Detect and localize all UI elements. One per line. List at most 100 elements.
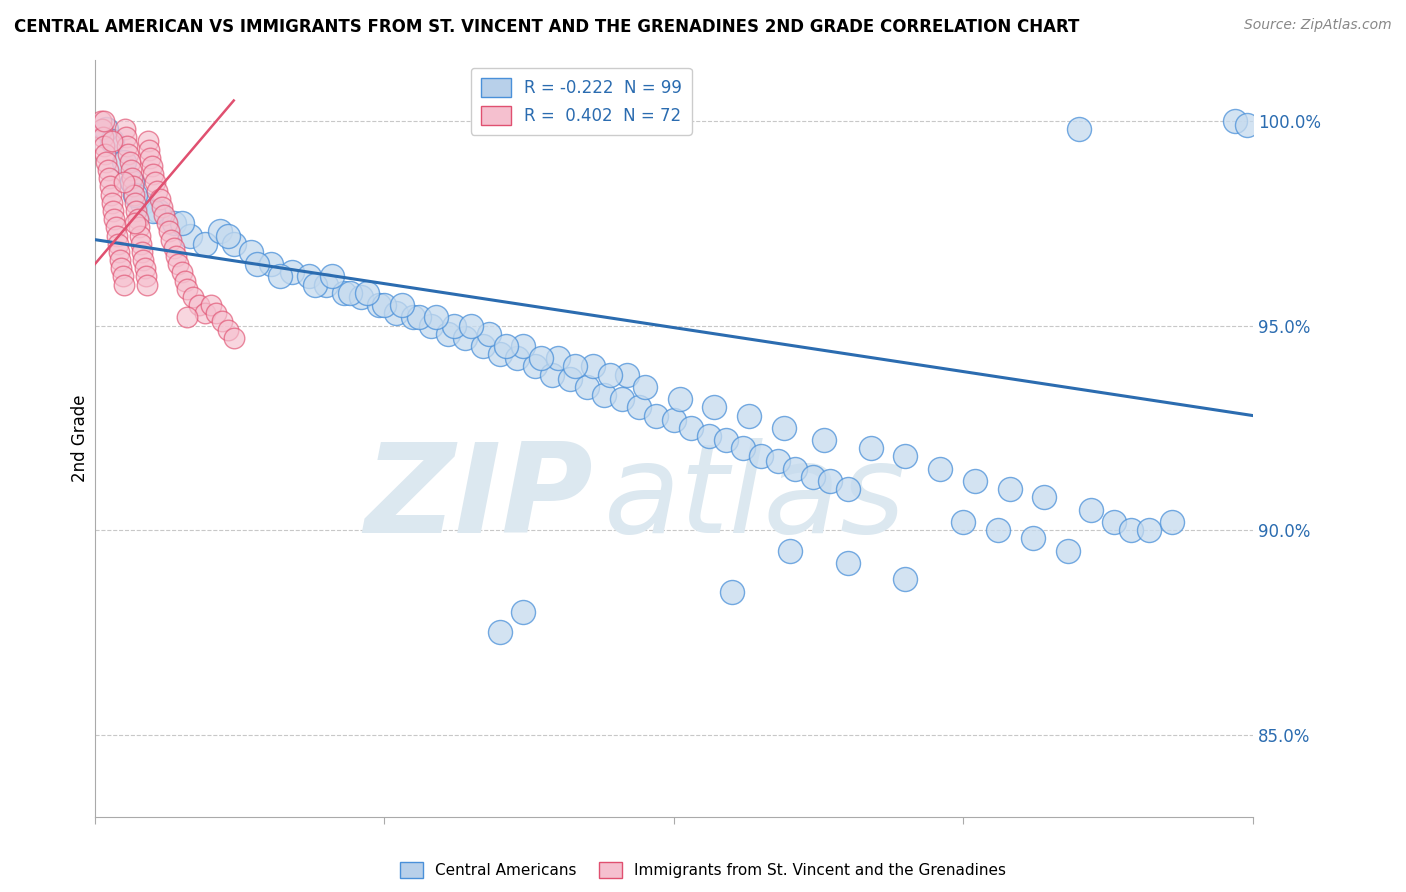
Point (929, 462, 952, 476)
Point (998, 482, 1021, 496)
Point (211, 314, 233, 328)
Point (136, 135, 159, 149)
Point (104, 220, 127, 235)
Point (162, 216, 184, 230)
Point (1121, 523, 1143, 537)
Point (321, 269, 343, 284)
Point (110, 253, 132, 268)
Point (575, 380, 598, 394)
Point (628, 401, 651, 415)
Point (402, 310, 425, 325)
Point (93, 114, 115, 128)
Point (1080, 502, 1102, 516)
Point (98, 179, 121, 194)
Point (153, 208, 176, 222)
Point (121, 171, 143, 186)
Point (128, 220, 150, 235)
Point (616, 368, 638, 382)
Point (112, 175, 135, 189)
Point (315, 277, 337, 292)
Point (150, 200, 173, 214)
Point (495, 339, 517, 353)
Point (142, 204, 165, 219)
Point (454, 331, 477, 345)
Point (107, 236, 129, 251)
Point (489, 625, 512, 640)
Point (738, 409, 761, 423)
Point (167, 257, 190, 271)
Point (512, 339, 534, 353)
Point (668, 392, 690, 407)
Point (124, 216, 146, 230)
Point (115, 130, 138, 145)
Point (134, 261, 156, 276)
Point (176, 282, 198, 296)
Text: Source: ZipAtlas.com: Source: ZipAtlas.com (1244, 18, 1392, 32)
Point (339, 285, 361, 300)
Point (610, 392, 633, 407)
Point (90, 114, 112, 128)
Point (188, 298, 211, 312)
Point (112, 277, 135, 292)
Point (269, 269, 291, 284)
Point (174, 274, 197, 288)
Point (222, 331, 245, 345)
Point (471, 339, 494, 353)
Text: ZIP: ZIP (364, 438, 593, 559)
Point (143, 175, 166, 189)
Point (170, 265, 193, 279)
Point (1056, 543, 1078, 558)
Point (208, 224, 231, 238)
Point (135, 269, 157, 284)
Point (437, 326, 460, 341)
Point (139, 151, 162, 165)
Point (155, 216, 177, 230)
Point (96, 154, 118, 169)
Point (634, 380, 657, 394)
Point (157, 224, 180, 238)
Point (1137, 523, 1160, 537)
Point (333, 285, 356, 300)
Point (356, 285, 378, 300)
Point (749, 450, 772, 464)
Point (110, 261, 132, 276)
Point (298, 269, 321, 284)
Point (122, 187, 145, 202)
Point (662, 412, 685, 426)
Point (111, 269, 134, 284)
Point (523, 359, 546, 374)
Point (1033, 491, 1056, 505)
Point (179, 228, 201, 243)
Point (125, 204, 148, 219)
Point (112, 154, 135, 169)
Point (120, 163, 142, 178)
Point (697, 429, 720, 443)
Point (260, 257, 283, 271)
Point (766, 453, 789, 467)
Point (124, 187, 146, 202)
Point (142, 167, 165, 181)
Point (217, 228, 239, 243)
Point (222, 236, 245, 251)
Point (117, 146, 139, 161)
Point (217, 323, 239, 337)
Point (96, 122, 118, 136)
Point (280, 265, 302, 279)
Point (146, 184, 169, 198)
Point (987, 523, 1010, 537)
Point (733, 442, 755, 456)
Point (681, 421, 703, 435)
Point (100, 187, 122, 202)
Point (131, 244, 153, 259)
Point (530, 351, 553, 366)
Point (599, 368, 621, 382)
Point (108, 244, 131, 259)
Point (138, 143, 160, 157)
Point (894, 572, 917, 586)
Point (165, 249, 187, 263)
Point (101, 195, 124, 210)
Point (350, 290, 373, 304)
Point (772, 421, 794, 435)
Point (194, 306, 217, 320)
Point (103, 204, 125, 219)
